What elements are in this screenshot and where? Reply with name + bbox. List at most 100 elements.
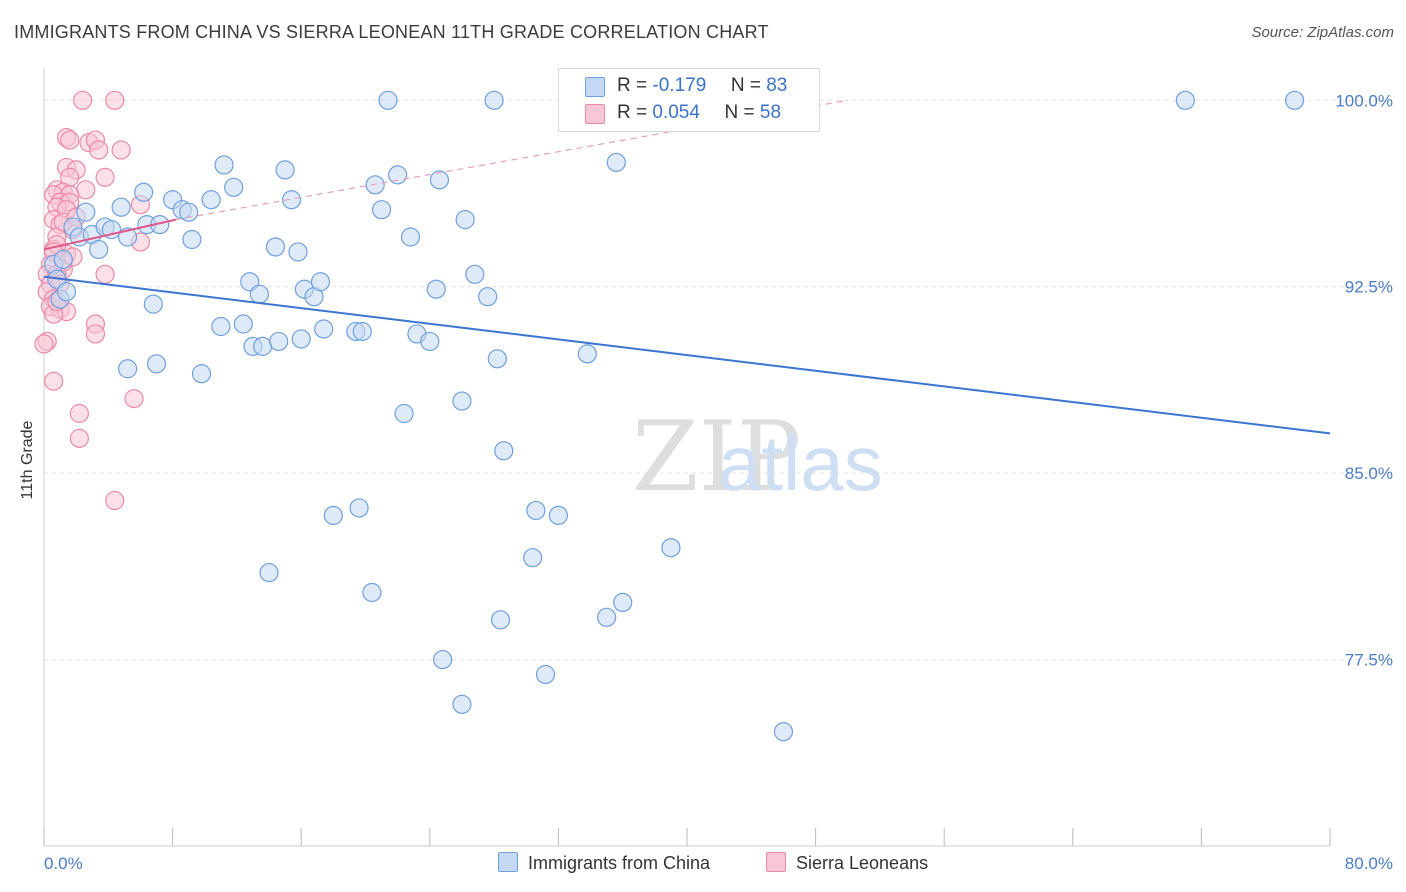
china-point	[452, 391, 472, 411]
y-tick-label: 92.5%	[1345, 278, 1393, 297]
china-point	[773, 722, 794, 742]
china-point	[388, 165, 408, 185]
china-swatch	[585, 77, 605, 97]
china-point	[613, 592, 633, 613]
china-trend-line	[43, 275, 1331, 435]
china-point	[179, 202, 199, 222]
trend-lines	[43, 99, 1331, 435]
china-point	[310, 272, 331, 292]
x-tick-label: 80.0%	[1345, 854, 1393, 873]
china-point	[269, 331, 289, 352]
china-n-value: 83	[766, 75, 788, 96]
watermark: ZIP atlas	[632, 401, 883, 513]
sierra-leonean-point	[111, 140, 131, 160]
china-point	[400, 227, 421, 247]
china-point	[577, 344, 597, 364]
correlation-legend: R = -0.179 N = 83 R = 0.054 N = 58	[558, 68, 820, 132]
source-label: Source: ZipAtlas.com	[1251, 24, 1394, 41]
china-point	[429, 170, 450, 190]
china-point	[214, 155, 234, 175]
china-point	[433, 649, 453, 670]
china-point	[494, 441, 514, 461]
sierra-leonean-point	[34, 334, 54, 354]
y-tick-label: 77.5%	[1345, 651, 1393, 670]
china-point	[211, 316, 231, 337]
china-point	[56, 282, 77, 302]
china-point	[249, 284, 270, 304]
watermark-atlas: atlas	[718, 419, 883, 507]
china-point	[182, 229, 202, 250]
china-point	[111, 197, 131, 217]
sierra-leonean-point	[105, 90, 125, 110]
sierra-leonean-point	[124, 388, 144, 409]
china-point	[259, 562, 279, 583]
china-point	[452, 694, 472, 714]
sierra-leonean-point	[95, 264, 115, 284]
china-point	[371, 200, 392, 220]
y-tick-label: 85.0%	[1345, 464, 1393, 483]
china-point	[281, 190, 302, 210]
china-point	[314, 319, 334, 339]
r-label: R =	[617, 75, 648, 96]
sierra-leonean-point	[85, 324, 106, 344]
china-point	[89, 239, 109, 260]
china-point	[323, 505, 343, 526]
sierra-leoneans-trend-extension	[175, 99, 848, 221]
sierra-leonean-point	[105, 490, 125, 511]
y-tick-label: 100.0%	[1335, 91, 1393, 110]
bottom-legend-sierra-leoneans: Sierra Leoneans	[766, 852, 928, 874]
sierra-leoneans-trend-line	[43, 218, 177, 251]
sierra-leoneans-swatch	[585, 104, 605, 124]
sierra-leoneans-legend-label: Sierra Leoneans	[796, 853, 929, 873]
sierra-leonean-point	[69, 428, 89, 448]
china-point	[394, 403, 414, 424]
china-point	[201, 190, 221, 210]
china-point	[378, 90, 398, 110]
sierra-leonean-point	[60, 130, 80, 150]
x-tick-label: 0.0%	[44, 854, 83, 873]
china-point	[1285, 90, 1305, 110]
sierra-leoneans-legend-swatch	[766, 852, 786, 872]
sierra-leoneans-n-value: 58	[759, 102, 782, 123]
n-label: N =	[724, 102, 755, 123]
axes	[43, 68, 1331, 847]
china-point	[478, 287, 498, 307]
china-point	[117, 359, 138, 379]
china-point	[597, 607, 617, 627]
china-point	[487, 349, 507, 369]
r-label: R =	[617, 102, 648, 123]
china-point	[535, 664, 556, 685]
n-label: N =	[730, 75, 761, 96]
china-points	[44, 90, 1305, 742]
sierra-leonean-point	[44, 371, 64, 391]
china-point	[265, 237, 286, 257]
china-point	[420, 331, 440, 352]
china-point	[76, 202, 96, 222]
china-point	[143, 294, 163, 314]
china-point	[134, 182, 154, 202]
china-point	[426, 279, 446, 299]
china-point	[455, 210, 475, 230]
china-point	[275, 160, 295, 180]
sierra-leonean-point	[76, 180, 96, 200]
china-point	[233, 314, 253, 334]
china-point	[362, 582, 382, 603]
china-point	[224, 177, 244, 197]
sierra-leonean-point	[95, 167, 115, 187]
x-tick-labels: 0.0% 80.0%	[44, 854, 1393, 873]
china-point	[291, 329, 311, 349]
china-point	[53, 249, 73, 269]
china-point	[606, 152, 626, 173]
china-point	[484, 90, 504, 110]
bottom-legend-china: Immigrants from China	[498, 852, 710, 874]
chart-title: IMMIGRANTS FROM CHINA VS SIERRA LEONEAN …	[14, 22, 769, 42]
sierra-leonean-point	[89, 140, 109, 160]
y-tick-labels: 100.0% 92.5% 85.0% 77.5%	[1335, 91, 1393, 669]
china-point	[352, 321, 372, 342]
china-point	[288, 242, 308, 262]
sierra-leonean-point	[69, 403, 89, 424]
china-point	[490, 610, 511, 630]
china-r-value: -0.179	[652, 75, 707, 96]
watermark-zip: ZIP	[632, 401, 801, 513]
